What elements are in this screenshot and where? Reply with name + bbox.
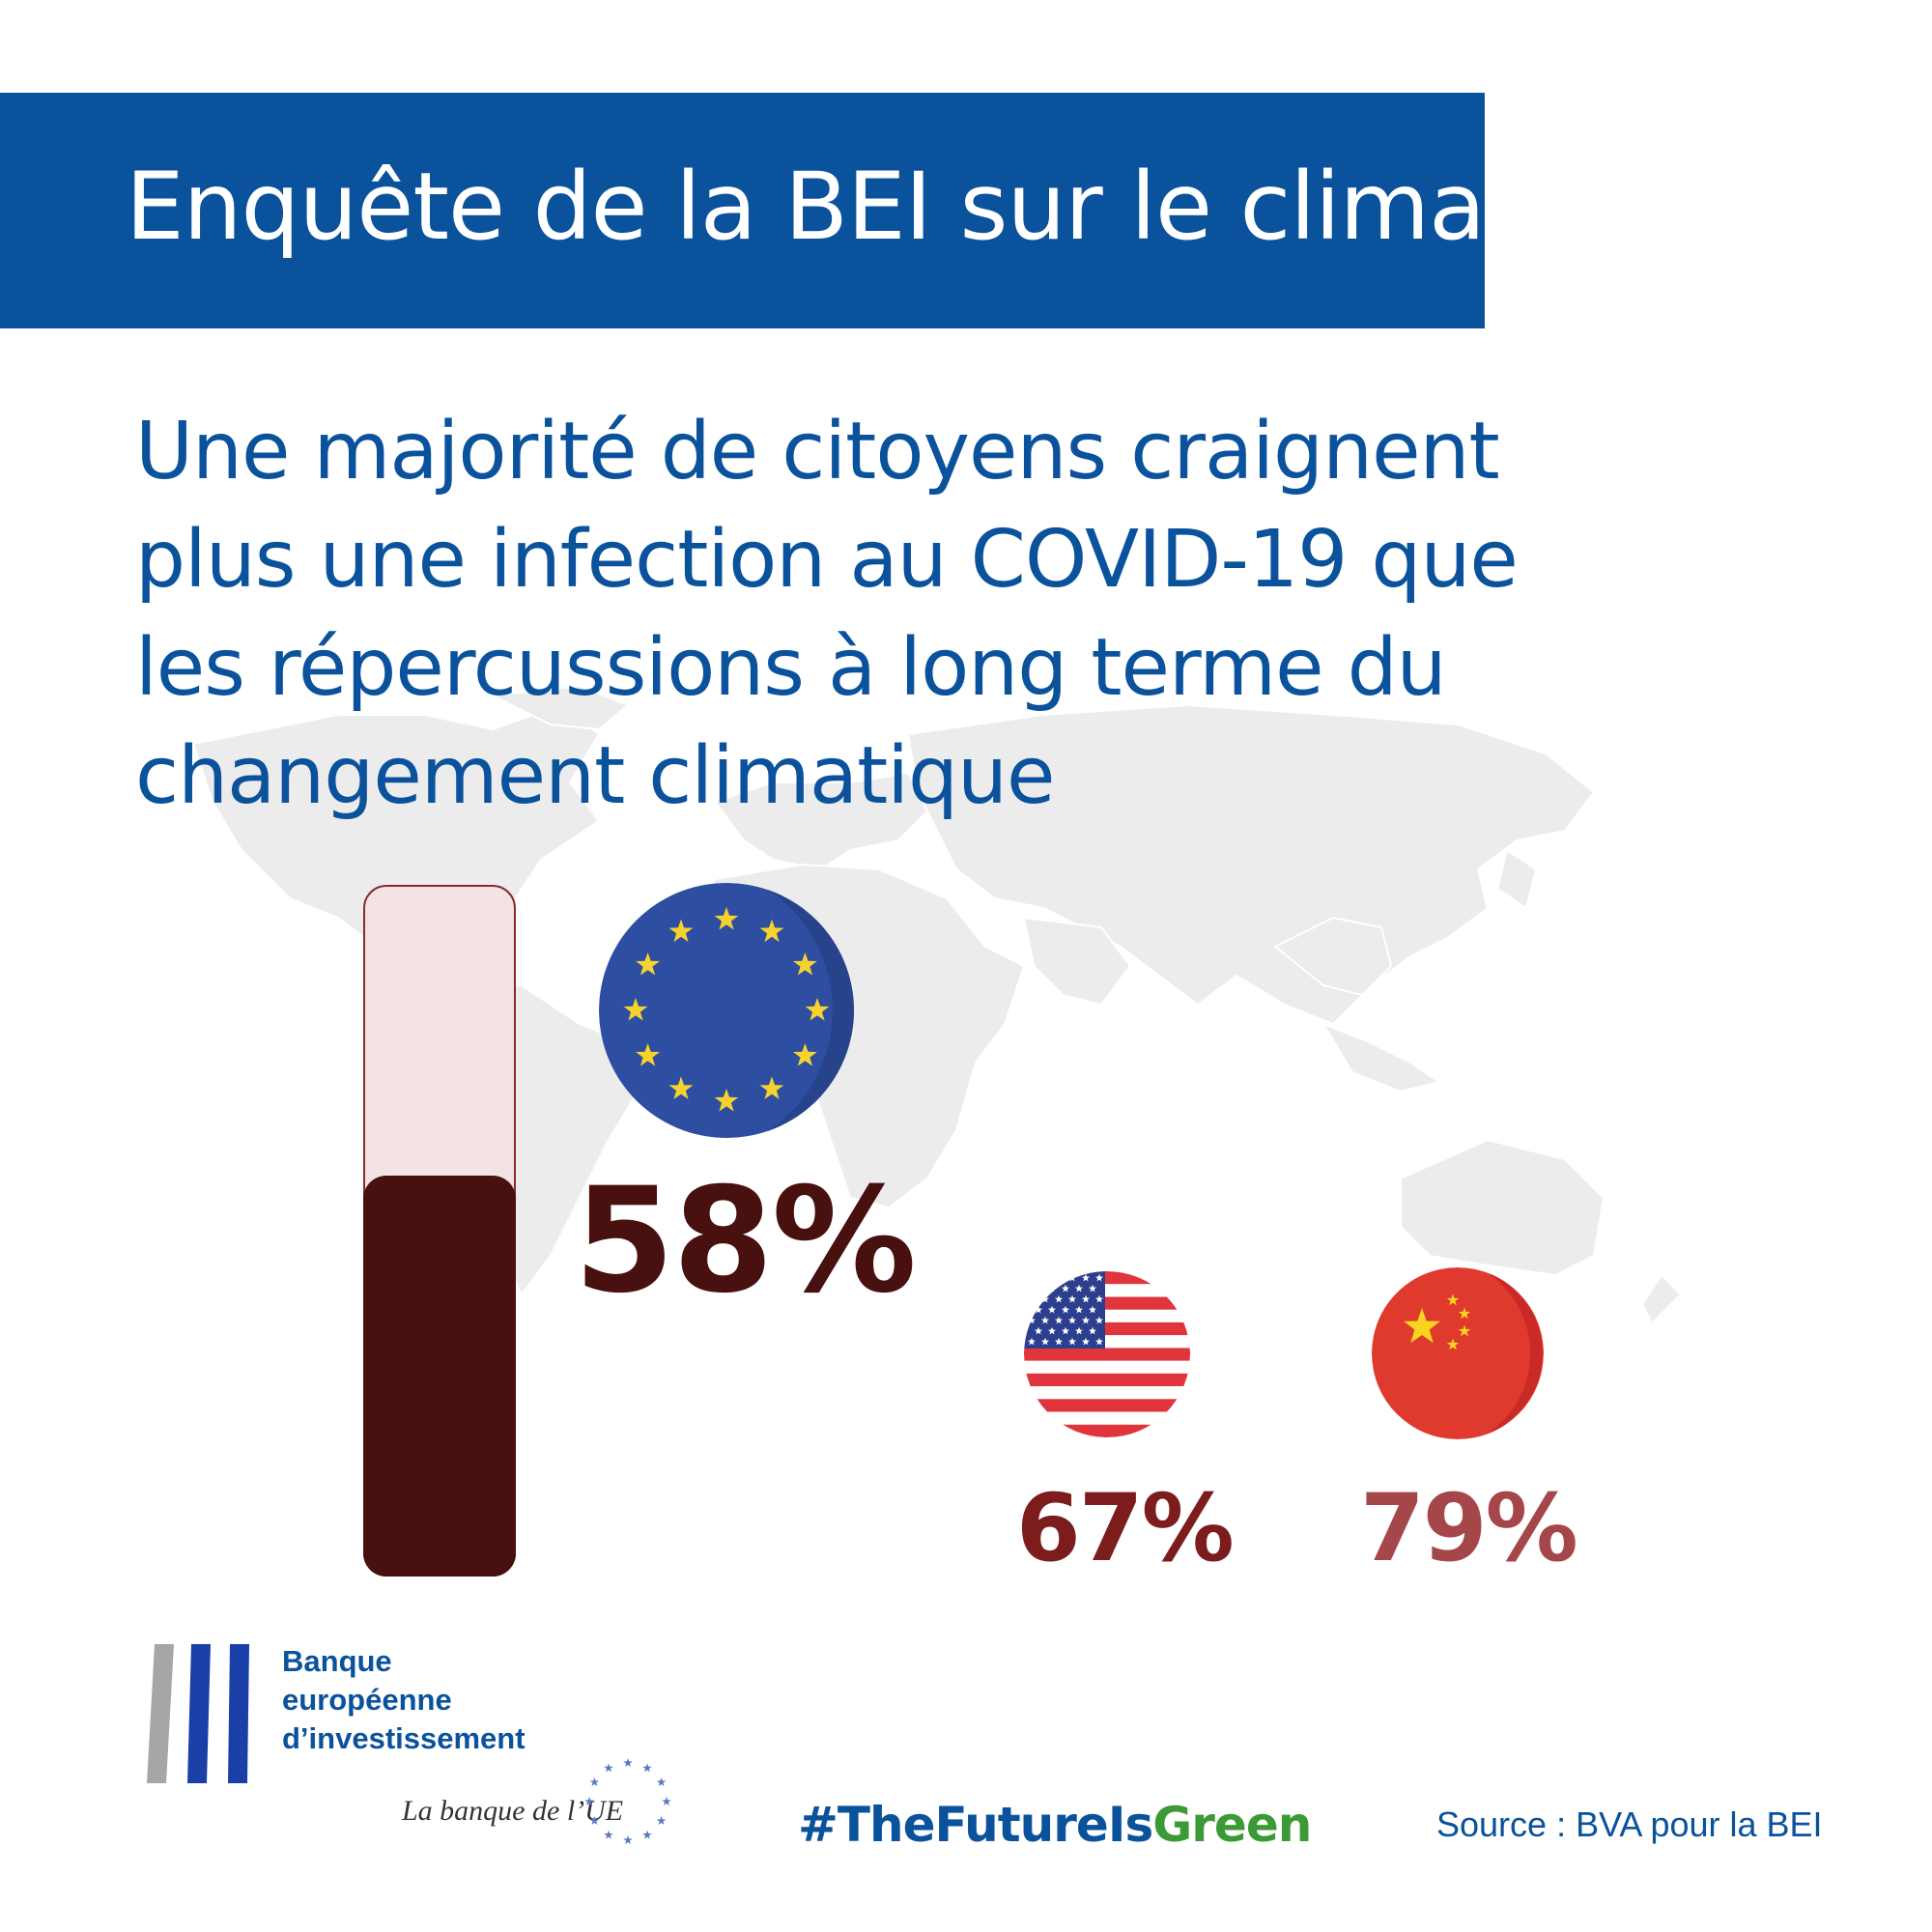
value-label-eu: 58% [574,1157,917,1325]
us-flag-star [1041,1294,1049,1303]
us-flag-stripe [1024,1373,1190,1386]
us-flag-star [1048,1305,1056,1314]
us-flag-star [1089,1326,1096,1335]
eu-flag-star [636,952,660,976]
chart-subtitle: Une majorité de citoyens craignent plus … [135,398,1874,831]
logo-ring-star [604,1830,613,1839]
logo-ring-star [604,1763,613,1773]
eu-flag-star [805,998,830,1021]
eu-stars-ring-icon [584,1758,671,1844]
us-flag-star [1041,1316,1049,1324]
us-flag-stripe [1024,1348,1190,1361]
us-flag-star [1055,1294,1063,1303]
logo-ring-star [589,1816,600,1825]
eu-flag-star [636,1043,660,1066]
eu-flag-star [759,1076,784,1099]
logo-ring-star [642,1830,652,1839]
us-flag-star [1055,1316,1063,1324]
us-flag-star [1075,1284,1083,1293]
hashtag-part: Green [1152,1797,1312,1853]
us-flag-star [1082,1273,1090,1282]
eu-flag-star [714,907,739,930]
china-flag-big-star [1404,1308,1440,1344]
us-flag-star [1095,1294,1103,1303]
value-label-china: 79% [1360,1474,1578,1582]
us-flag-star [1089,1305,1096,1314]
eu-flag-star [714,1089,739,1112]
china-flag-small-star [1446,1293,1460,1306]
us-flag-star [1048,1326,1056,1335]
logo-ring-star [656,1777,667,1786]
us-flag-star [1041,1337,1049,1346]
subtitle-line: Une majorité de citoyens craignent [135,406,1500,497]
us-flag-star [1075,1326,1083,1335]
world-map-background [191,684,1683,1325]
us-flag-star [1035,1326,1042,1335]
subtitle-line: changement climatique [135,730,1055,822]
us-flag-star [1068,1294,1076,1303]
china-flag-icon [1372,1267,1544,1439]
us-flag-stripe [1024,1399,1190,1412]
us-flag-star [1068,1316,1076,1324]
us-flag-star [1089,1284,1096,1293]
logo-line: Banque [282,1644,392,1678]
us-flag-star [1062,1326,1069,1335]
us-flag-star [1095,1273,1103,1282]
eu-thermometer-gauge [363,885,516,1577]
us-flag-star [1055,1337,1063,1346]
us-flag-star [1062,1284,1069,1293]
subtitle-line: les répercussions à long terme du [135,622,1447,714]
title-banner [0,93,1485,328]
us-flag-star [1095,1316,1103,1324]
china-flag-small-star [1458,1307,1471,1320]
gauge-fill [363,1175,516,1577]
us-flag-star [1035,1305,1042,1314]
us-flag-star [1028,1316,1036,1324]
us-flag-star [1075,1305,1083,1314]
logo-ring-star [623,1835,633,1844]
us-flag-icon [1024,1271,1190,1437]
us-flag-star [1062,1305,1069,1314]
source-note: Source : BVA pour la BEI [1436,1804,1823,1844]
logo-ring-star [584,1797,594,1805]
eu-flag-star [793,952,817,976]
logo-line: européenne [282,1683,452,1717]
logo-ring-star [662,1797,671,1805]
value-label-us: 67% [1016,1474,1235,1582]
us-flag-star [1095,1337,1103,1346]
eu-flag-star [759,919,784,943]
china-flag-small-star [1446,1338,1460,1350]
us-flag-star [1082,1294,1090,1303]
logo-ring-star [656,1816,667,1825]
eu-flag-star [623,998,648,1021]
eu-flag-star [668,919,694,943]
hashtag-part: #TheFutureIs [798,1797,1153,1853]
logo-ring-star [642,1763,652,1773]
eu-flag-icon [599,883,854,1138]
page-title: Enquête de la BEI sur le climat [126,153,1521,261]
eib-logo-icon [147,1644,249,1783]
subtitle-line: plus une infection au COVID-19 que [135,514,1519,606]
eib-logo-text: Banque européenne d’investissement [282,1642,526,1758]
us-flag-star [1082,1316,1090,1324]
hashtag: #TheFutureIsGreen [798,1797,1312,1853]
logo-line: d’investissement [282,1721,526,1755]
eu-flag-star [793,1043,817,1066]
us-flag-star [1068,1337,1076,1346]
eu-flag-star [668,1076,694,1099]
us-flag-star [1082,1337,1090,1346]
logo-ring-star [589,1777,600,1786]
logo-ring-star [623,1758,633,1767]
china-flag-small-star [1458,1324,1471,1337]
us-flag-star [1028,1337,1036,1346]
